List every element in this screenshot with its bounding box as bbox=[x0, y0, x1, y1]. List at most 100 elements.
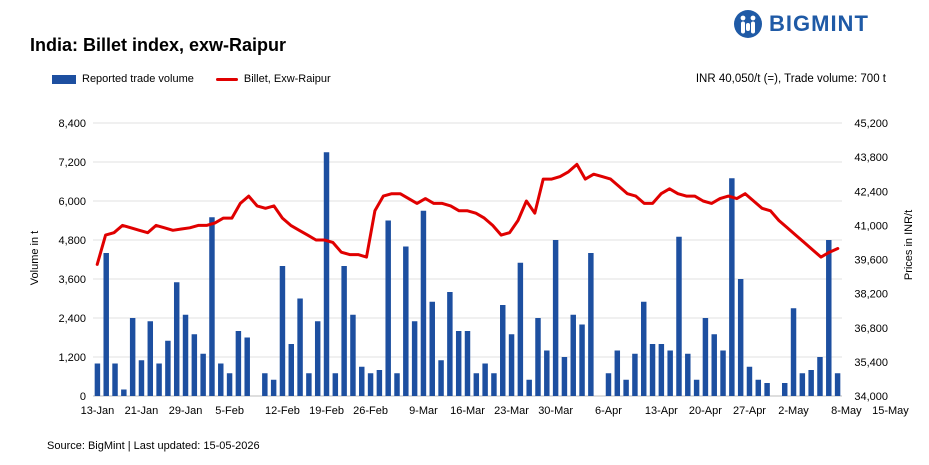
x-tick-label: 27-Apr bbox=[733, 405, 766, 417]
right-tick-label: 39,600 bbox=[854, 255, 888, 267]
volume-bar bbox=[182, 314, 189, 396]
volume-bar bbox=[235, 331, 242, 396]
volume-bar bbox=[394, 373, 400, 396]
volume-bar bbox=[552, 240, 559, 396]
logo-people-icon bbox=[734, 10, 762, 38]
volume-bar bbox=[729, 178, 735, 396]
volume-bar bbox=[350, 314, 356, 396]
volume-bar bbox=[429, 301, 435, 396]
volume-bar bbox=[834, 373, 841, 396]
volume-bar bbox=[191, 334, 198, 396]
volume-bar bbox=[385, 220, 391, 396]
volume-bar bbox=[165, 340, 171, 396]
left-tick-label: 0 bbox=[80, 391, 86, 403]
x-tick-label: 23-Mar bbox=[494, 405, 529, 417]
right-tick-label: 42,400 bbox=[854, 186, 888, 198]
x-tick-label: 26-Feb bbox=[353, 405, 388, 417]
volume-bar bbox=[200, 353, 206, 396]
left-tick-label: 4,800 bbox=[58, 235, 86, 247]
left-tick-label: 1,200 bbox=[58, 352, 86, 364]
volume-bar bbox=[649, 344, 656, 396]
x-tick-label: 13-Jan bbox=[81, 405, 115, 417]
billet-price-line bbox=[95, 162, 840, 266]
volume-bar bbox=[544, 350, 550, 396]
left-tick-label: 3,600 bbox=[58, 274, 86, 286]
volume-bar bbox=[764, 383, 770, 396]
x-tick-label: 6-Apr bbox=[595, 405, 622, 417]
right-axis-label: Prices in INR/t bbox=[903, 210, 915, 280]
volume-bar bbox=[455, 331, 462, 396]
volume-bar bbox=[147, 321, 154, 396]
right-axis-ticks: 34,000 35,400 36,800 38,200 39,600 41,000 42,4… bbox=[854, 118, 888, 403]
volume-bar bbox=[781, 383, 788, 396]
right-tick-label: 36,800 bbox=[854, 323, 888, 335]
volume-bar bbox=[121, 389, 127, 396]
legend-swatch-bar bbox=[52, 74, 76, 84]
volume-bar bbox=[138, 360, 145, 396]
volume-bar bbox=[438, 360, 444, 396]
source-note: Source: BigMint | Last updated: 15-05-20… bbox=[47, 440, 260, 452]
volume-bar bbox=[491, 373, 497, 396]
volume-bar bbox=[641, 301, 647, 396]
volume-bar bbox=[341, 266, 347, 396]
volume-bar bbox=[297, 298, 303, 396]
x-axis-ticks: 13-Jan 21-Jan 29-Jan 5-Feb 12-Feb 19-Feb 26-Fe… bbox=[81, 405, 910, 417]
volume-bar bbox=[482, 363, 488, 396]
volume-bar bbox=[244, 337, 250, 396]
volume-bar bbox=[376, 370, 383, 396]
price-volume-annotation: INR 40,050/t (=), Trade volume: 700 t bbox=[695, 73, 886, 85]
volume-bar bbox=[526, 379, 532, 396]
volume-bar bbox=[306, 373, 312, 396]
volume-bar bbox=[720, 350, 726, 396]
x-tick-label: 5-Feb bbox=[215, 405, 244, 417]
volume-bar bbox=[702, 318, 709, 396]
x-tick-label: 8-May bbox=[831, 405, 862, 417]
x-tick-label: 21-Jan bbox=[125, 405, 159, 417]
volume-bar bbox=[209, 217, 215, 396]
volume-bar bbox=[711, 334, 717, 396]
x-tick-label: 20-Apr bbox=[689, 405, 722, 417]
volume-bar bbox=[561, 357, 568, 396]
legend-label-volume: Reported trade volume bbox=[82, 73, 194, 85]
volume-bar bbox=[447, 292, 453, 396]
volume-bar bbox=[323, 152, 330, 396]
left-axis-label: Volume in t bbox=[29, 231, 41, 285]
logo-text: BIGMINT bbox=[769, 11, 869, 36]
x-tick-label: 12-Feb bbox=[265, 405, 300, 417]
volume-bar bbox=[579, 324, 585, 396]
x-tick-label: 29-Jan bbox=[169, 405, 203, 417]
volume-bar bbox=[226, 373, 233, 396]
volume-bar bbox=[270, 379, 277, 396]
volume-bar bbox=[605, 373, 612, 396]
volume-bar bbox=[156, 363, 162, 396]
left-tick-label: 6,000 bbox=[58, 196, 86, 208]
volume-bar bbox=[658, 344, 665, 396]
volume-bar bbox=[94, 363, 101, 396]
volume-bar bbox=[614, 350, 621, 396]
volume-bar bbox=[314, 321, 321, 396]
volume-bar bbox=[411, 321, 418, 396]
volume-bar bbox=[367, 373, 374, 396]
volume-bar bbox=[623, 379, 629, 396]
volume-bar bbox=[420, 210, 427, 396]
x-tick-label: 16-Mar bbox=[450, 405, 485, 417]
right-tick-label: 38,200 bbox=[854, 289, 888, 301]
volume-bar bbox=[288, 344, 294, 396]
legend-item-volume: Reported trade volume bbox=[52, 73, 194, 85]
volume-bar bbox=[517, 262, 524, 396]
right-tick-label: 41,000 bbox=[854, 220, 888, 232]
volume-bar bbox=[473, 373, 480, 396]
volume-bar bbox=[808, 370, 814, 396]
volume-bar bbox=[464, 331, 471, 396]
volume-bar bbox=[632, 353, 638, 396]
volume-bar bbox=[359, 366, 365, 396]
volume-bar bbox=[570, 314, 576, 396]
x-tick-label: 15-May bbox=[872, 405, 909, 417]
volume-bar bbox=[790, 308, 797, 396]
legend-item-billet: Billet, Exw-Raipur bbox=[215, 73, 331, 85]
chart-title: India: Billet index, exw-Raipur bbox=[30, 35, 287, 55]
volume-bar bbox=[535, 318, 541, 396]
volume-bar bbox=[403, 246, 409, 396]
left-axis-ticks: 0 1,200 2,400 3,600 4,800 6,000 7,200 8,400 bbox=[58, 118, 86, 403]
